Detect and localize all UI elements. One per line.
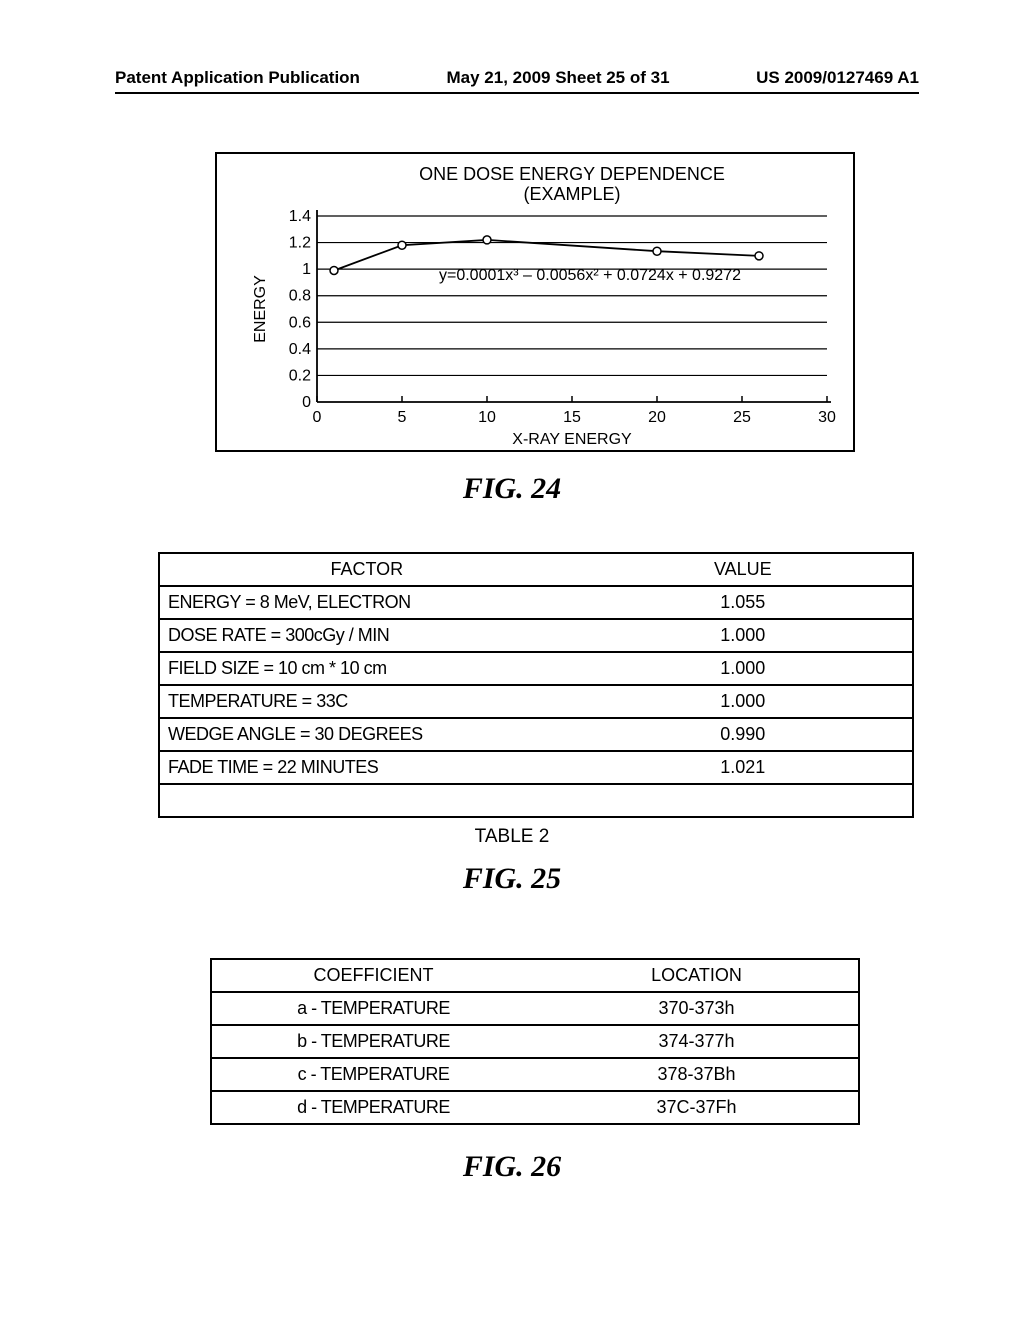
svg-text:(EXAMPLE): (EXAMPLE) [523,184,620,204]
location-cell: 37C-37Fh [535,1097,858,1118]
table-row: ENERGY = 8 MeV, ELECTRON1.055 [160,587,912,620]
header-left: Patent Application Publication [115,68,360,88]
table-row: d - TEMPERATURE37C-37Fh [212,1092,858,1125]
table-row: DOSE RATE = 300cGy / MIN1.000 [160,620,912,653]
table-header-row: FACTOR VALUE [160,554,912,587]
svg-text:25: 25 [733,409,751,426]
value-cell: 1.055 [574,592,912,613]
table-spacer [160,785,912,818]
header-center: May 21, 2009 Sheet 25 of 31 [447,68,670,88]
table-header-row: COEFFICIENT LOCATION [212,960,858,993]
location-cell: 374-377h [535,1031,858,1052]
column-header-factor: FACTOR [160,559,574,580]
svg-text:10: 10 [478,409,496,426]
table-row: FADE TIME = 22 MINUTES1.021 [160,752,912,785]
value-cell: 1.000 [574,691,912,712]
coefficient-location-table: COEFFICIENT LOCATION a - TEMPERATURE370-… [210,958,860,1125]
svg-text:0.4: 0.4 [289,341,311,358]
table-row: FIELD SIZE = 10 cm * 10 cm1.000 [160,653,912,686]
factor-cell: WEDGE ANGLE = 30 DEGREES [160,724,574,745]
location-cell: 370-373h [535,998,858,1019]
svg-text:ONE DOSE ENERGY DEPENDENCE: ONE DOSE ENERGY DEPENDENCE [419,164,725,184]
coefficient-cell: a - TEMPERATURE [212,998,535,1019]
svg-text:1.2: 1.2 [289,235,311,252]
factor-value-table: FACTOR VALUE ENERGY = 8 MeV, ELECTRON1.0… [158,552,914,818]
factor-cell: FADE TIME = 22 MINUTES [160,757,574,778]
figure-24-label: FIG. 24 [0,472,1024,506]
table-row: c - TEMPERATURE378-37Bh [212,1059,858,1092]
svg-text:0: 0 [302,394,311,411]
factor-cell: FIELD SIZE = 10 cm * 10 cm [160,658,574,679]
table-row: TEMPERATURE = 33C1.000 [160,686,912,719]
column-header-value: VALUE [574,559,912,580]
svg-text:0.6: 0.6 [289,314,311,331]
svg-text:0: 0 [313,409,322,426]
svg-text:0.8: 0.8 [289,288,311,305]
column-header-location: LOCATION [535,965,858,986]
svg-text:1: 1 [302,261,311,278]
svg-text:ENERGY: ENERGY [252,275,269,343]
svg-text:0.2: 0.2 [289,367,311,384]
svg-text:5: 5 [398,409,407,426]
table-row: a - TEMPERATURE370-373h [212,993,858,1026]
svg-text:X-RAY ENERGY: X-RAY ENERGY [512,431,632,448]
table-row: b - TEMPERATURE374-377h [212,1026,858,1059]
chart-svg: ONE DOSE ENERGY DEPENDENCE(EXAMPLE) 0 0.2 0… [217,154,853,450]
coefficient-cell: c - TEMPERATURE [212,1064,535,1085]
value-cell: 0.990 [574,724,912,745]
svg-text:30: 30 [818,409,836,426]
location-cell: 378-37Bh [535,1064,858,1085]
svg-text:20: 20 [648,409,666,426]
svg-text:1.4: 1.4 [289,208,311,225]
figure-25-label: FIG. 25 [0,862,1024,896]
page-header: Patent Application Publication May 21, 2… [115,68,919,94]
header-right: US 2009/0127469 A1 [756,68,919,88]
svg-text:y=0.0001x³ – 0.0056x² + 0.0724: y=0.0001x³ – 0.0056x² + 0.0724x + 0.9272 [439,267,741,284]
factor-cell: TEMPERATURE = 33C [160,691,574,712]
coefficient-cell: d - TEMPERATURE [212,1097,535,1118]
table-2-caption: TABLE 2 [0,826,1024,848]
value-cell: 1.021 [574,757,912,778]
table-row: WEDGE ANGLE = 30 DEGREES0.990 [160,719,912,752]
svg-text:15: 15 [563,409,581,426]
coefficient-cell: b - TEMPERATURE [212,1031,535,1052]
factor-cell: ENERGY = 8 MeV, ELECTRON [160,592,574,613]
value-cell: 1.000 [574,658,912,679]
energy-dependence-chart: ONE DOSE ENERGY DEPENDENCE(EXAMPLE) 0 0.2 0… [215,152,855,452]
column-header-coefficient: COEFFICIENT [212,965,535,986]
factor-cell: DOSE RATE = 300cGy / MIN [160,625,574,646]
value-cell: 1.000 [574,625,912,646]
figure-26-label: FIG. 26 [0,1150,1024,1184]
